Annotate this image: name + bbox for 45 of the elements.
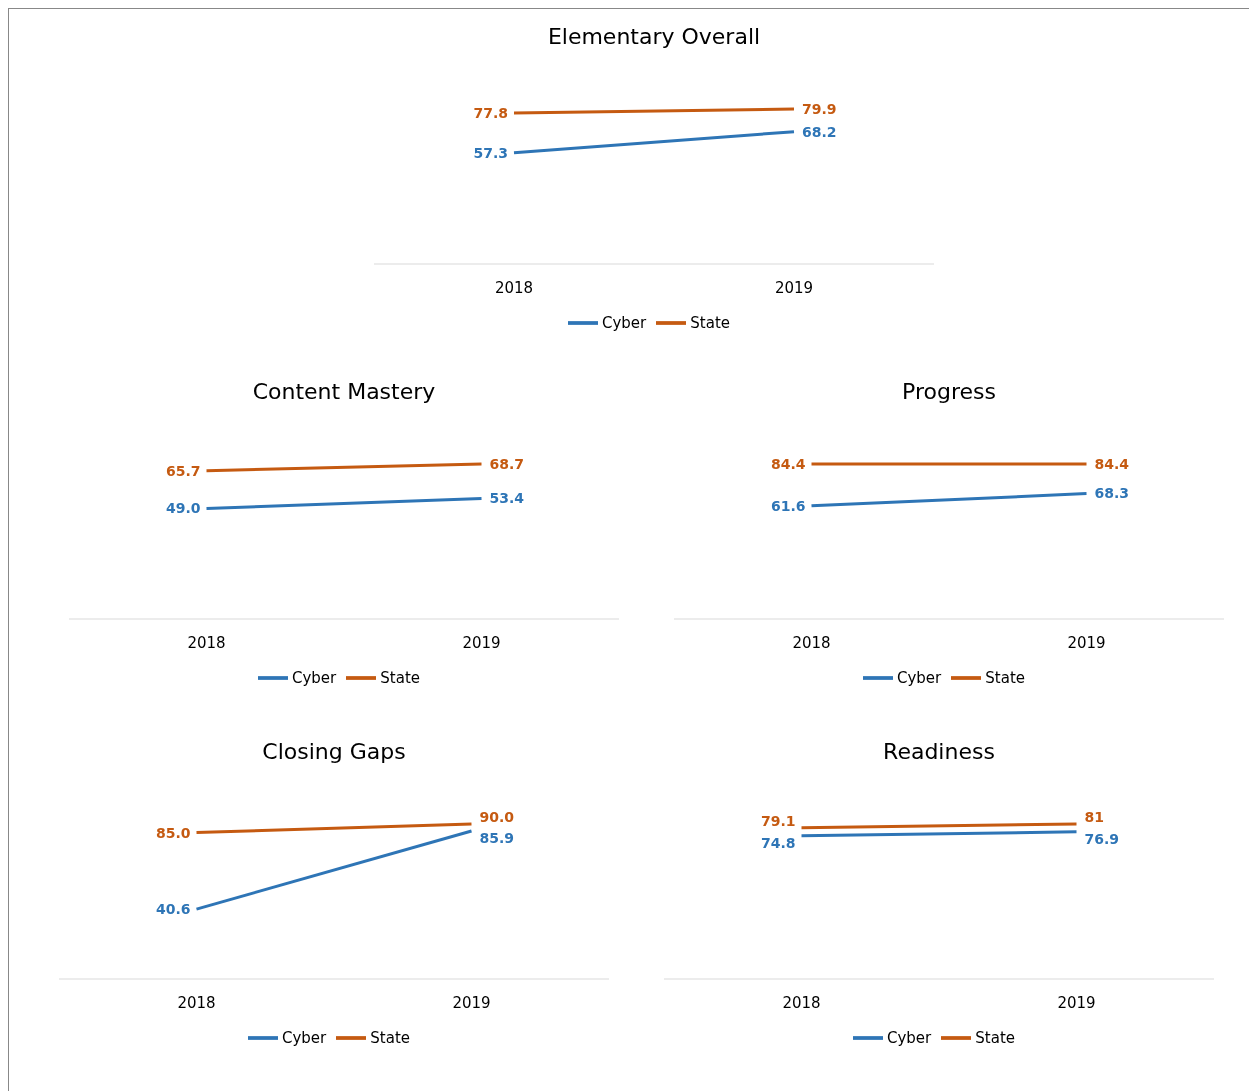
data-label: 85.0: [155, 824, 191, 841]
legend-label: Cyber: [897, 668, 942, 687]
data-label: 57.3: [473, 144, 508, 161]
data-label: 85.9: [479, 829, 515, 846]
x-tick-label: 2018: [782, 993, 821, 1012]
data-label: 74.8: [760, 834, 796, 851]
data-label: 79.1: [760, 812, 796, 829]
legend-label: Cyber: [602, 313, 647, 332]
x-tick-label: 2019: [1067, 633, 1106, 652]
data-label: 40.6: [155, 900, 191, 917]
x-tick-label: 2018: [494, 278, 534, 297]
x-tick-label: 2019: [462, 633, 501, 652]
x-tick-label: 2018: [792, 633, 831, 652]
legend-label: State: [370, 1028, 410, 1047]
x-tick-label: 2018: [177, 993, 216, 1012]
data-label: 77.8: [473, 104, 508, 121]
chart-title: Readiness: [882, 739, 996, 766]
x-tick-label: 2019: [1057, 993, 1096, 1012]
data-label: 81: [1084, 808, 1104, 825]
data-label: 84.4: [770, 455, 806, 472]
data-label: 65.7: [165, 462, 201, 479]
data-label: 76.9: [1084, 830, 1120, 847]
legend-label: Cyber: [282, 1028, 327, 1047]
x-tick-label: 2019: [452, 993, 491, 1012]
chart-title: Progress: [901, 379, 997, 406]
legend-label: State: [985, 668, 1025, 687]
legend-label: State: [690, 313, 730, 332]
data-label: 53.4: [489, 490, 525, 507]
data-label: 68.3: [1094, 485, 1130, 502]
chart-title: Closing Gaps: [261, 739, 407, 766]
legend-label: State: [975, 1028, 1015, 1047]
data-label: 61.6: [770, 497, 806, 514]
chart-title: Elementary Overall: [546, 24, 762, 51]
x-tick-label: 2018: [187, 633, 226, 652]
legend-label: Cyber: [292, 668, 337, 687]
legend-label: State: [380, 668, 420, 687]
data-label: 68.2: [802, 123, 837, 140]
data-label: 68.7: [489, 455, 525, 472]
legend-label: Cyber: [887, 1028, 932, 1047]
data-label: 84.4: [1094, 455, 1130, 472]
data-label: 79.9: [802, 100, 837, 117]
chart-title: Content Mastery: [251, 379, 437, 406]
data-label: 90.0: [479, 808, 515, 825]
data-label: 49.0: [165, 500, 201, 517]
x-tick-label: 2019: [774, 278, 814, 297]
